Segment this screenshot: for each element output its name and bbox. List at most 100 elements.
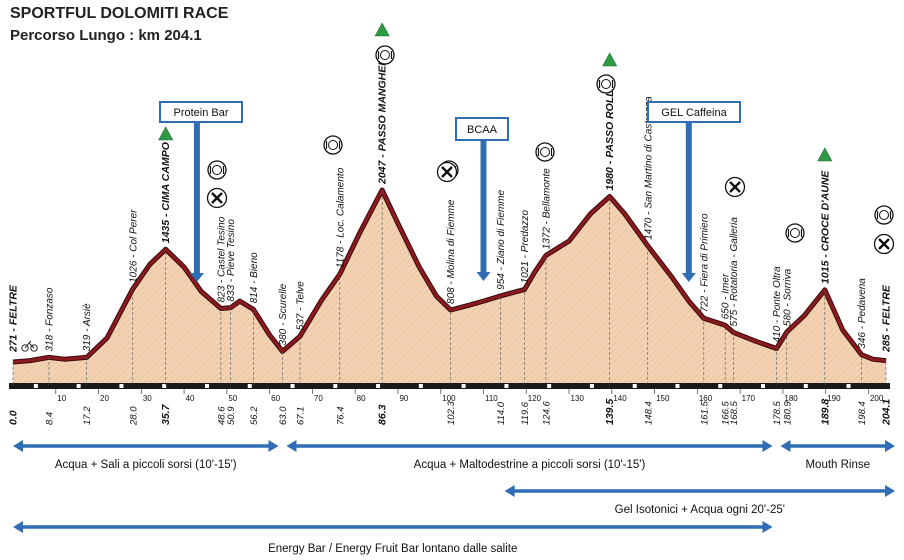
mechanic-icon [206, 187, 228, 209]
mechanic-icon [724, 176, 746, 198]
location-km-label: 56.2 [249, 406, 260, 425]
axis-tick-label: 120 [528, 394, 542, 403]
nutrition-arrow-head-right [885, 485, 895, 497]
callout-label: GEL Caffeina [661, 107, 727, 119]
location-km-label: 8.4 [44, 412, 55, 425]
hatch-line [454, 190, 656, 383]
axis-segment [33, 384, 38, 388]
hatch-line [808, 190, 886, 383]
location-km-label: 86.3 [377, 404, 389, 425]
food-icon-plate [874, 205, 894, 225]
location-km-label: 17.2 [82, 406, 93, 425]
callout-arrow-shaft [685, 122, 692, 274]
location-label: 1470 - San Martino di Castrozza [643, 96, 654, 240]
food-icon [207, 160, 227, 180]
hatch-line [13, 190, 68, 383]
location-km-label: 76.4 [335, 407, 346, 426]
hatch-line [796, 190, 886, 383]
location-label: 575 - Rotatoria - Galleria [729, 217, 740, 327]
location-labels-layer: 0.0 271 - FELTRE 8.4 318 - Fonzaso 17.2 319 -… [8, 58, 893, 426]
nutrition-label: Acqua + Sali a piccoli sorsi (10'-15') [55, 459, 237, 471]
axis-tick-label: 180 [784, 394, 798, 403]
food-icon-inner [879, 210, 889, 220]
hatch-line [13, 190, 98, 383]
food-icon-inner [790, 228, 800, 238]
food-icon-inner [601, 79, 611, 89]
nutrition-arrow-head-right [885, 440, 895, 452]
location-km-label: 139.5 [604, 399, 616, 425]
location-label: 318 - Fonzaso [44, 287, 55, 351]
axis-segment [589, 384, 594, 388]
hatch-line [820, 190, 886, 383]
axis-tick-label: 80 [357, 394, 366, 403]
hatch-line [13, 190, 14, 383]
location-label: 1435 - CIMA CAMPO [160, 142, 172, 243]
hatch-line [13, 190, 26, 383]
food-icon [323, 135, 343, 155]
location-label: 650 - Imer [721, 273, 732, 319]
nutrition-arrow-head-left [13, 521, 23, 533]
nutrition-arrow-head-right [268, 440, 279, 452]
location-km-label: 166.5 [721, 401, 732, 425]
location-km-label: 198.4 [857, 401, 868, 425]
hatch-line [13, 190, 92, 383]
axis-segment [290, 384, 295, 388]
axis-tick-label: 10 [57, 394, 66, 403]
location-km-label: 148.4 [643, 401, 654, 425]
location-label: 1026 - Col Perer [128, 209, 139, 283]
location-km-label: 204.1 [881, 399, 893, 426]
axis-segment [803, 384, 808, 388]
location-km-label: 67.1 [296, 407, 307, 426]
axis-segment [504, 384, 509, 388]
food-icon [785, 223, 805, 243]
axis-bar [9, 383, 890, 389]
location-label: 833 - Pieve Tesino [226, 219, 237, 302]
hatch-line [13, 190, 56, 383]
hatch-line [13, 190, 74, 383]
axis-tick-label: 200 [870, 394, 884, 403]
summit-icon [158, 126, 174, 141]
axis-tick-label: 130 [571, 394, 585, 403]
location-km-label: 124.6 [541, 401, 552, 425]
callouts-layer: Protein Bar BCAA GEL Caffeina [159, 101, 741, 282]
axis-segment [162, 384, 167, 388]
axis-segment [761, 384, 766, 388]
location-label: 285 - FELTRE [881, 284, 893, 353]
callout-label: BCAA [467, 124, 498, 136]
bike-icon [21, 340, 38, 352]
axis-segment [376, 384, 381, 388]
nutrition-arrow-head-left [780, 440, 791, 452]
axis-tick-label: 170 [742, 394, 756, 403]
callout-label: Protein Bar [173, 107, 228, 119]
icons-layer [21, 22, 895, 352]
food-icon-plate [323, 135, 343, 155]
location-km-label: 161.5 [699, 401, 710, 425]
location-km-label: 119.6 [520, 401, 531, 425]
mechanic-icon-screwdriver [729, 181, 741, 193]
location-label: 410 - Ponte Oltra [772, 266, 783, 343]
hatch-line [13, 190, 32, 383]
location-label: 954 - Ziano di Fiemme [496, 189, 507, 289]
nutrition-label: Gel Isotonici + Acqua ogni 20'-25' [615, 504, 785, 516]
location-km-label: 189.8 [819, 399, 831, 425]
food-icon-plate [207, 160, 227, 180]
location-label: 722 - Fiera di Primiero [699, 213, 710, 312]
hatch-line [13, 190, 38, 383]
mechanic-icon [436, 161, 458, 183]
food-icon [535, 142, 555, 162]
location-label: 319 - Arsiè [82, 303, 93, 351]
axis-tick-label: 60 [271, 394, 280, 403]
food-icon [375, 45, 395, 65]
location-label: 814 - Bieno [249, 252, 260, 304]
location-km-label: 63.0 [278, 406, 289, 425]
hatch-line [13, 190, 20, 383]
food-icon-inner [540, 147, 550, 157]
callout-arrow-shaft [480, 140, 487, 273]
hatch-line [13, 190, 104, 383]
location-label: 1178 - Loc. Calamento [335, 167, 346, 268]
hatch-line [436, 190, 638, 383]
food-icon-inner [212, 165, 222, 175]
nutrition-arrow-head-right [762, 521, 773, 533]
location-km-label: 114.0 [496, 401, 507, 425]
food-icon [874, 205, 894, 225]
